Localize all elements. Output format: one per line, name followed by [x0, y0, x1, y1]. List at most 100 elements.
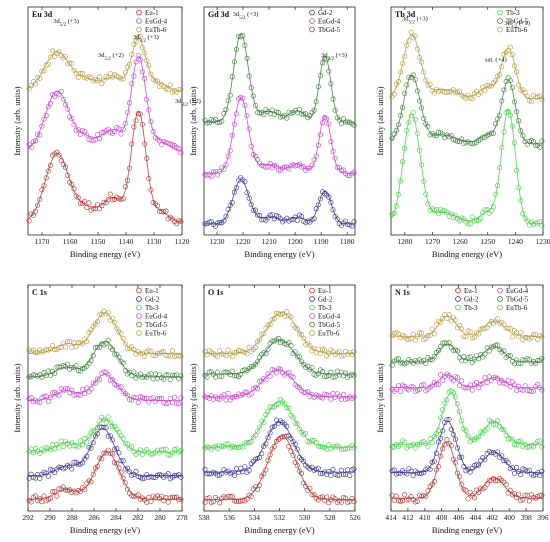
series-tb-3	[389, 388, 545, 451]
legend-label: Tb-3	[506, 9, 520, 17]
data-point	[223, 213, 229, 219]
data-point	[416, 441, 422, 447]
data-point	[71, 186, 77, 192]
series-tbgd-5	[389, 340, 545, 368]
data-point	[71, 67, 77, 73]
data-point	[478, 485, 484, 491]
data-point	[97, 418, 103, 424]
data-point	[255, 110, 261, 116]
data-point	[257, 354, 263, 360]
data-point	[152, 353, 158, 359]
data-point	[246, 73, 252, 79]
data-point	[389, 211, 395, 217]
data-point	[461, 354, 467, 360]
data-point	[114, 460, 120, 466]
x-tick-label: 396	[537, 513, 549, 522]
data-point	[402, 492, 408, 498]
data-point	[467, 221, 473, 227]
data-point	[263, 412, 269, 418]
data-point	[433, 450, 439, 456]
data-point	[288, 412, 294, 418]
data-point	[39, 499, 45, 505]
data-point	[139, 45, 145, 51]
data-point	[150, 376, 156, 382]
data-point	[402, 91, 408, 97]
x-tick-label: 410	[419, 513, 431, 522]
data-point	[393, 330, 399, 336]
data-point	[35, 497, 41, 503]
data-point	[319, 120, 325, 126]
y-axis-label: Intensity (arb. units)	[12, 86, 22, 155]
data-point	[50, 152, 56, 158]
data-point	[210, 169, 216, 175]
data-point	[471, 218, 477, 224]
data-point	[480, 486, 486, 492]
data-point	[47, 54, 53, 60]
data-point	[389, 386, 395, 392]
data-point	[248, 461, 254, 467]
fit-line	[28, 451, 182, 500]
panel-title: O 1s	[208, 288, 223, 297]
legend-marker	[136, 18, 142, 24]
data-point	[421, 337, 427, 343]
data-point	[263, 467, 269, 473]
data-point	[167, 396, 173, 402]
x-axis-label: Binding energy (eV)	[70, 525, 140, 535]
series-eugd-4	[202, 366, 357, 403]
data-point	[174, 401, 180, 407]
legend-marker	[136, 330, 142, 336]
panel-tb-3d: 1280 1270 1260 1250 1240 1230 Binding energy (…	[375, 6, 550, 259]
data-point	[118, 131, 124, 137]
data-point	[497, 454, 503, 460]
data-point	[144, 155, 150, 161]
data-point	[389, 444, 395, 450]
data-point	[267, 430, 273, 436]
legend-item-eutb-6: EuTb-6	[497, 304, 528, 312]
data-point	[505, 436, 511, 442]
data-point	[537, 438, 543, 444]
data-point	[296, 353, 302, 359]
data-point	[277, 114, 283, 120]
data-point	[421, 439, 427, 445]
data-point	[307, 367, 313, 373]
data-point	[77, 132, 83, 138]
series-tb-3	[26, 414, 184, 458]
data-point	[82, 390, 88, 396]
data-point	[526, 222, 532, 228]
data-point	[146, 399, 152, 405]
data-point	[484, 83, 490, 89]
data-point	[213, 494, 219, 500]
data-point	[122, 441, 128, 447]
data-point	[444, 437, 450, 443]
x-tick-label: 412	[402, 513, 414, 522]
legend-marker	[309, 26, 315, 33]
legend-marker	[455, 304, 461, 311]
legend-item-eugd-4: EuGd-4	[136, 18, 168, 26]
data-point	[54, 364, 60, 370]
data-point	[429, 357, 435, 363]
data-point	[129, 51, 135, 57]
data-point	[50, 92, 56, 98]
data-point	[499, 145, 505, 151]
data-point	[324, 353, 330, 359]
data-point	[204, 394, 210, 400]
data-point	[122, 341, 128, 347]
data-point	[452, 436, 458, 442]
data-point	[80, 70, 86, 76]
data-point	[507, 44, 513, 50]
data-point	[69, 466, 75, 472]
annotation: 3d3/2 (+3)	[504, 20, 530, 30]
data-point	[131, 73, 137, 79]
data-point	[296, 212, 302, 218]
legend-label: TbGd-5	[318, 26, 341, 34]
data-point	[328, 396, 334, 402]
data-point	[154, 78, 160, 84]
data-point	[112, 320, 118, 326]
x-axis-label: Binding energy (eV)	[432, 249, 502, 259]
data-point	[219, 165, 225, 171]
legend-item-eu-1: Eu-1	[455, 287, 478, 295]
data-point	[461, 141, 467, 147]
data-point	[303, 462, 309, 468]
data-point	[110, 437, 116, 443]
data-point	[97, 377, 103, 383]
